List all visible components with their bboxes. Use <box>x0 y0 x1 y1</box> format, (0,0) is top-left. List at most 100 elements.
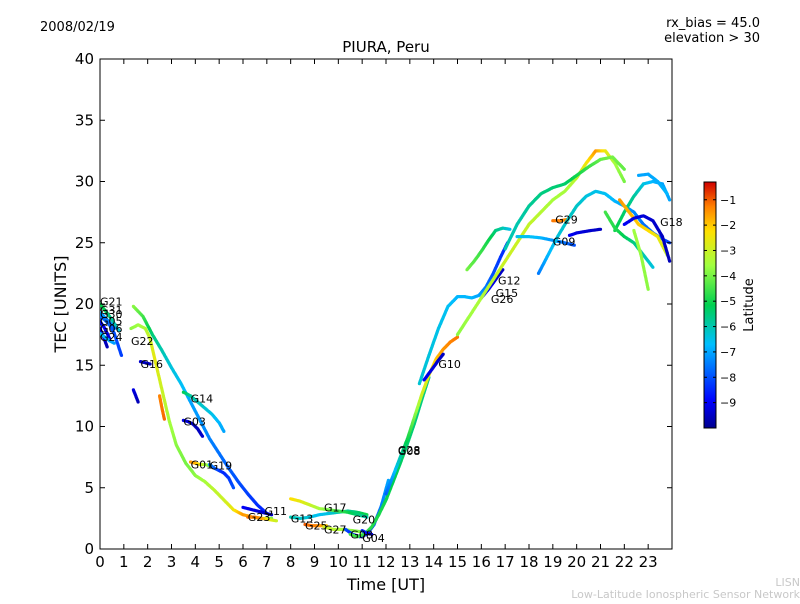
x-axis-label: Time [UT] <box>346 575 425 594</box>
x-tick-label: 11 <box>353 553 372 571</box>
series-G19 <box>208 462 236 490</box>
satellite-label: G14 <box>191 392 214 405</box>
satellite-label: G01 <box>191 459 214 472</box>
series-G15 <box>465 226 512 272</box>
x-tick-label: 18 <box>519 553 538 571</box>
data-point <box>112 341 116 345</box>
series-G16 <box>131 304 269 516</box>
data-point <box>231 486 236 490</box>
satellite-label: G20 <box>353 514 376 527</box>
data-point <box>370 532 374 536</box>
y-tick-label: 30 <box>75 173 94 191</box>
colorbar-tick-label: −5 <box>720 295 736 308</box>
data-point <box>651 265 655 269</box>
lisn-full-label: Low-Latitude Ionospheric Sensor Network <box>571 588 800 600</box>
data-point <box>200 434 205 438</box>
x-tick-label: 7 <box>262 553 272 571</box>
x-tick-label: 17 <box>496 553 515 571</box>
x-tick-label: 14 <box>424 553 443 571</box>
series-G13 <box>289 509 369 521</box>
y-tick-label: 0 <box>84 540 94 558</box>
x-tick-label: 15 <box>448 553 467 571</box>
colorbar-tick-label: −7 <box>720 346 736 359</box>
satellite-label: G16 <box>141 358 164 371</box>
satellite-label: G12 <box>498 275 521 288</box>
x-tick-label: 9 <box>310 553 320 571</box>
y-axis-label: TEC [UNITS] <box>51 256 70 354</box>
date-label: 2008/02/19 <box>40 20 115 35</box>
data-point <box>622 167 626 171</box>
data-point <box>105 345 109 349</box>
x-tick-label: 2 <box>143 553 153 571</box>
data-point <box>136 400 140 404</box>
satellite-label: G10 <box>438 358 461 371</box>
satellite-label: G03 <box>183 416 206 429</box>
satellite-label: G29 <box>555 214 578 227</box>
axis-ticks: 0 1 2 3 4 5 6 7 8 9 10 11 12 13 14 15 16 17 18 19 20 21 22 2305… <box>75 50 672 571</box>
y-tick-label: 20 <box>75 295 94 313</box>
data-point <box>117 329 121 333</box>
series-G23 <box>246 515 278 523</box>
data-point <box>508 227 512 231</box>
colorbar-tick-label: −8 <box>720 371 736 384</box>
x-tick-label: 20 <box>567 553 586 571</box>
satellite-label: G21 <box>100 296 123 309</box>
data-point <box>455 335 460 339</box>
data-point <box>622 179 626 184</box>
satellite-label: G06 <box>100 323 123 336</box>
x-tick-label: 0 <box>95 553 105 571</box>
lisn-short-label: LISN <box>775 576 800 589</box>
series-G03 <box>181 418 205 438</box>
colorbar-label: Latitude <box>742 278 757 332</box>
satellite-label: G04 <box>362 532 385 545</box>
colorbar-tick-label: −6 <box>720 321 736 334</box>
series-G29c <box>551 217 569 223</box>
x-tick-label: 10 <box>329 553 348 571</box>
satellite-label: G13 <box>291 512 314 525</box>
series-G22b <box>131 388 140 404</box>
colorbar <box>703 181 717 429</box>
data-point <box>148 362 152 366</box>
series-G18c <box>622 214 672 263</box>
colorbar-tick-label: −3 <box>720 244 736 257</box>
satellite-label: G09 <box>553 236 576 249</box>
x-tick-label: 8 <box>286 553 296 571</box>
y-tick-label: 10 <box>75 418 94 436</box>
y-tick-label: 5 <box>84 479 94 497</box>
satellite-label: G18 <box>660 216 683 229</box>
data-point <box>441 352 445 356</box>
satellite-label: G30 <box>100 308 123 321</box>
x-tick-label: 1 <box>119 553 129 571</box>
satellite-label: G11 <box>265 505 288 518</box>
x-tick-label: 16 <box>472 553 491 571</box>
data-point <box>646 287 650 291</box>
series-G14 <box>181 390 226 433</box>
x-tick-label: 23 <box>639 553 658 571</box>
x-tick-label: 22 <box>615 553 634 571</box>
satellite-label: G08 <box>398 445 421 458</box>
satellite-label: G25 <box>305 520 328 533</box>
x-tick-label: 21 <box>591 553 610 571</box>
data-point <box>222 429 226 433</box>
x-tick-label: 5 <box>214 553 224 571</box>
series-G04 <box>360 529 374 536</box>
series-G18e <box>632 228 650 291</box>
colorbar-tick-label: −2 <box>720 219 736 232</box>
data-point <box>365 515 369 519</box>
data-point <box>270 513 274 517</box>
series-G22c <box>158 394 166 421</box>
x-tick-label: 3 <box>167 553 177 571</box>
series-G05 <box>100 319 112 340</box>
series-G16b <box>138 360 152 366</box>
data-point <box>274 519 278 523</box>
colorbar-tick-label: −9 <box>720 397 736 410</box>
satellite-label: G19 <box>210 460 233 473</box>
colorbar-tick-label: −1 <box>720 194 736 207</box>
data-point <box>668 259 672 263</box>
x-tick-label: 4 <box>191 553 201 571</box>
satellite-label: G17 <box>324 501 347 514</box>
series-G22 <box>129 323 274 521</box>
elevation-label: elevation > 30 <box>664 31 760 46</box>
